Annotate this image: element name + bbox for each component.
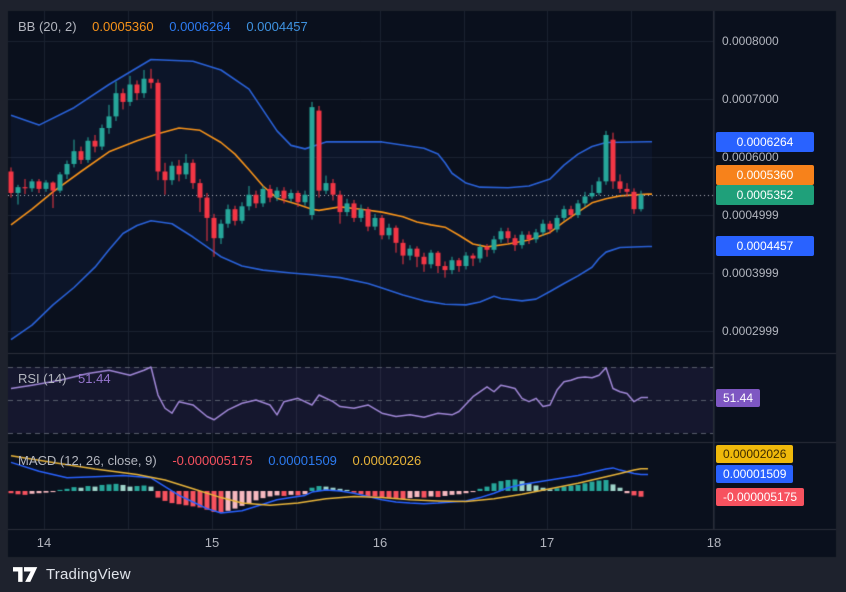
price-badge: 0.0005360 [716, 164, 814, 185]
price-axis-label: 0.0006000 [722, 150, 779, 164]
price-badge: 51.44 [716, 388, 761, 407]
bb-indicator-title[interactable]: BB (20, 2) 0.0005360 0.0006264 0.0004457 [18, 19, 308, 34]
tradingview-logo-icon[interactable] [13, 566, 38, 583]
price-badge: 0.00001509 [716, 465, 794, 484]
bb-upper-value: 0.0006264 [169, 19, 231, 34]
price-badge: -0.000005175 [716, 487, 805, 506]
bb-label: BB (20, 2) [18, 19, 77, 34]
price-axis-label: 0.0004999 [722, 208, 779, 223]
time-axis-label: 18 [706, 535, 722, 550]
rsi-indicator-title[interactable]: RSI (14) 51.44 [18, 371, 111, 386]
time-axis-label: 15 [204, 535, 220, 550]
time-axis-label: 17 [539, 535, 555, 550]
time-axis-label: 16 [372, 535, 388, 550]
bb-lower-value: 0.0004457 [246, 19, 308, 34]
price-axis-label: 0.0008000 [722, 34, 779, 48]
macd-line-value: 0.00001509 [268, 453, 337, 468]
macd-hist-value: -0.000005175 [172, 453, 253, 468]
price-axis-label: 0.0007000 [722, 92, 779, 106]
footer: TradingView [0, 557, 846, 592]
price-axis-label: 0.0002999 [722, 324, 779, 339]
price-badge: 0.0006264 [716, 131, 814, 152]
macd-label: MACD (12, 26, close, 9) [18, 453, 157, 468]
brand-name: TradingView [46, 566, 131, 583]
rsi-value: 51.44 [78, 371, 111, 386]
price-badge: 0.0005352 [716, 184, 814, 205]
bb-basis-value: 0.0005360 [92, 19, 154, 34]
price-badge: 0.00002026 [716, 445, 794, 464]
macd-indicator-title[interactable]: MACD (12, 26, close, 9) -0.000005175 0.0… [18, 453, 421, 468]
rsi-label: RSI (14) [18, 371, 67, 386]
price-axis-label: 0.0003999 [722, 266, 779, 281]
price-badge: 0.0004457 [716, 236, 814, 257]
macd-signal-value: 0.00002026 [352, 453, 422, 468]
time-axis-label: 14 [36, 535, 52, 550]
